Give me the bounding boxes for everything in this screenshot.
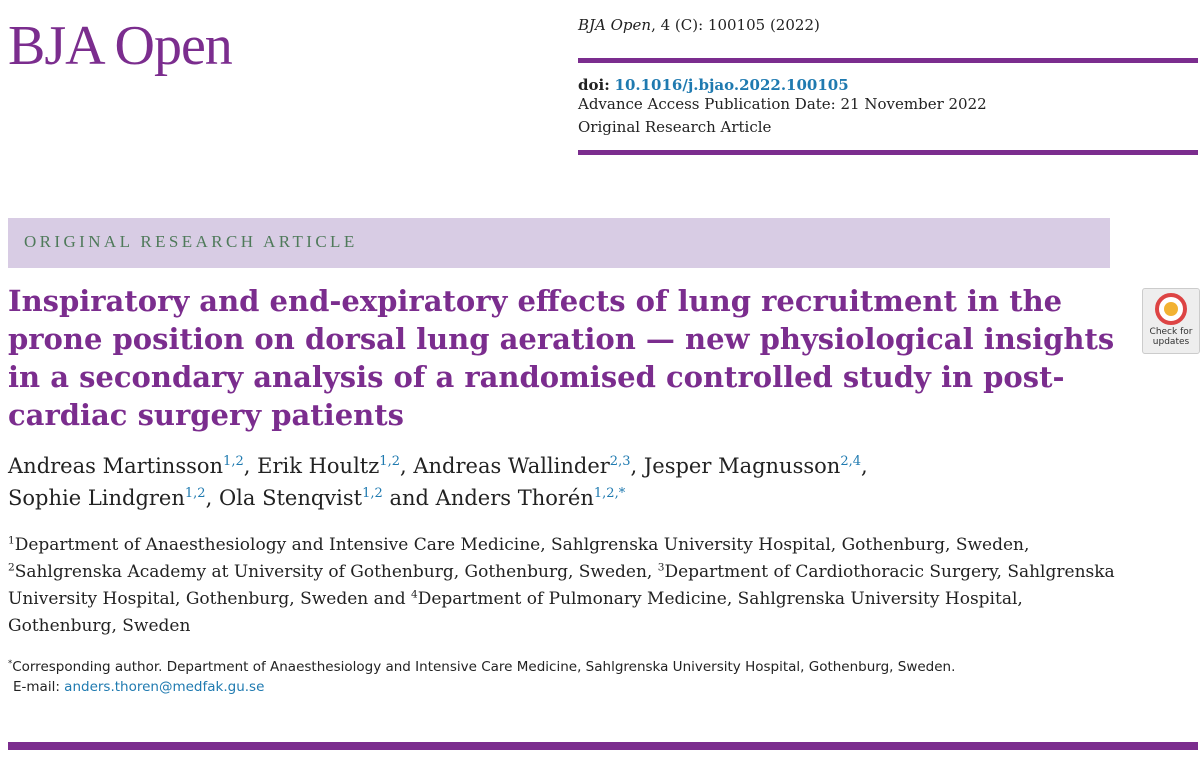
article-type: Original Research Article [578,118,772,136]
doi-link[interactable]: 10.1016/j.bjao.2022.100105 [614,76,849,94]
author-affiliation: 1,2,* [593,486,626,502]
author-separator: and [382,486,436,510]
author-affiliation: 2,3 [609,454,631,470]
doi-line: doi: 10.1016/j.bjao.2022.100105 [578,76,849,94]
author-affiliation: 2,4 [840,454,862,470]
top-rule [578,58,1198,63]
corresponding-author: *Corresponding author. Department of Ana… [8,657,1118,697]
email-line: E-mail: anders.thoren@medfak.gu.se [8,677,1118,697]
affiliation-text: Department of Cardiothoracic Surgery, Sa… [8,562,1115,609]
citation: BJA Open, 4 (C): 100105 (2022) [578,16,820,34]
citation-details: , 4 (C): 100105 (2022) [651,16,820,34]
email-label: E-mail: [13,679,60,695]
affiliation-text: Department of Anaesthesiology and Intens… [14,535,1030,555]
affiliation-text: Sahlgrenska Academy at University of Got… [14,562,658,582]
bottom-rule [8,742,1198,750]
author-name: Sophie Lindgren [8,486,185,510]
meta-rule [578,150,1198,155]
author-separator: , [205,486,219,510]
corresponding-mark: * [8,657,13,668]
author-name: Jesper Magnusson [643,454,841,478]
author-separator: , [243,454,258,478]
author-list: Andreas Martinsson1,2, Erik Houltz1,2, A… [8,450,868,514]
article-title: Inspiratory and end-expiratory effects o… [8,284,1115,432]
author-line: Andreas Martinsson1,2, Erik Houltz1,2, A… [8,450,868,482]
banner-text: ORIGINAL RESEARCH ARTICLE [24,232,358,251]
author-separator: , [861,454,868,478]
author-affiliation: 1,2 [379,454,400,470]
author-name: Andreas Martinsson [8,454,224,478]
email-link[interactable]: anders.thoren@medfak.gu.se [64,679,265,695]
affiliation-number: 1 [8,534,15,547]
author-name: Anders Thorén [435,486,594,510]
affiliation-number: 4 [411,588,418,601]
author-separator: , [400,454,414,478]
author-name: Andreas Wallinder [413,454,610,478]
corresponding-text: Corresponding author. Department of Anae… [12,659,956,675]
author-affiliation: 1,2 [362,486,383,502]
affiliation-number: 2 [8,561,15,574]
author-name: Erik Houltz [257,454,380,478]
corresponding-line: *Corresponding author. Department of Ana… [8,657,1118,677]
author-name: Ola Stenqvist [218,486,363,510]
publication-date: Advance Access Publication Date: 21 Nove… [578,95,987,113]
check-updates-badge[interactable]: Check for updates [1142,288,1200,354]
author-affiliation: 1,2 [184,486,206,502]
affiliation-text: Department of Pulmonary Medicine, Sahlgr… [8,589,1023,636]
author-line: Sophie Lindgren1,2, Ola Stenqvist1,2 and… [8,482,868,514]
badge-text: Check for updates [1149,327,1193,347]
author-affiliation: 1,2 [223,454,244,470]
doi-label: doi: [578,76,610,94]
author-separator: , [630,454,644,478]
affiliation-number: 3 [657,561,665,574]
affiliations: 1Department of Anaesthesiology and Inten… [8,532,1118,640]
journal-logo: BJA Open [8,15,233,77]
citation-journal: BJA Open [578,16,652,34]
badge-icon [1155,293,1187,325]
section-banner: ORIGINAL RESEARCH ARTICLE [8,218,1110,268]
